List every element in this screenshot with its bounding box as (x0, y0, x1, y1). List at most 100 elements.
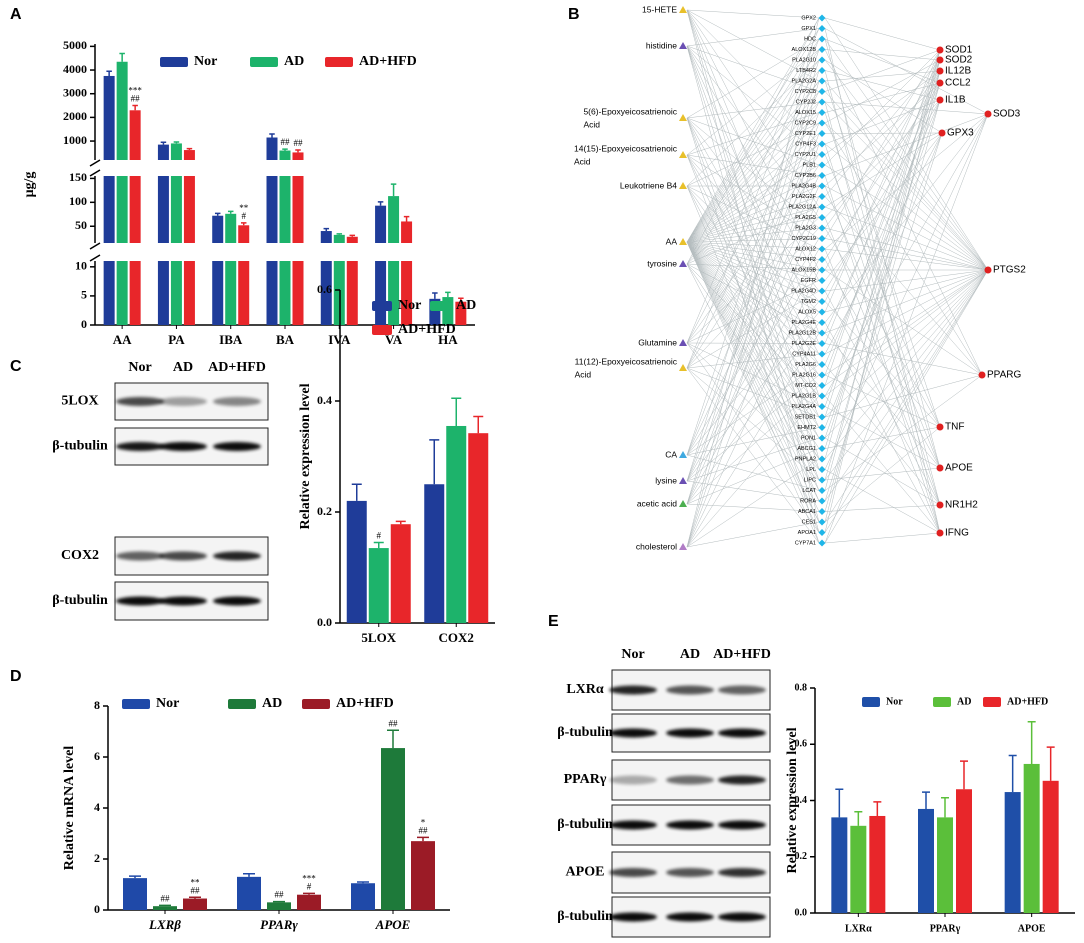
gene-label: HDC (804, 36, 816, 42)
blot-band (609, 820, 657, 830)
edge (686, 458, 820, 548)
edge (686, 175, 820, 243)
gene-label: CYP7A1 (795, 540, 816, 546)
edge (824, 269, 989, 481)
metabolite-node (679, 477, 687, 484)
gene-label: ALOX15 (795, 110, 816, 116)
edge (686, 503, 820, 512)
bar (375, 261, 387, 325)
blot-band (666, 820, 714, 830)
error-bar (417, 836, 429, 842)
edge (824, 132, 943, 281)
edge (824, 49, 941, 61)
edge (824, 49, 941, 313)
gene-node (818, 455, 826, 463)
edge (824, 504, 941, 512)
target-label: PTGS2 (993, 265, 1026, 276)
gene-node (818, 182, 826, 190)
gene-node (818, 445, 826, 452)
edge (686, 241, 820, 271)
y-axis-label: Relative expression level (785, 727, 800, 873)
gene-node (818, 98, 826, 106)
gene-node (818, 350, 826, 358)
bar (129, 110, 141, 160)
blot-band (718, 868, 766, 877)
target-node (936, 423, 944, 431)
target-label: SOD2 (945, 55, 973, 66)
bar (918, 808, 934, 913)
bar (320, 261, 332, 325)
x-tick-label: IBA (219, 332, 243, 347)
bar (850, 825, 867, 913)
edge (686, 164, 820, 369)
edge (686, 342, 820, 344)
bar (183, 176, 195, 243)
gene-node (818, 235, 826, 242)
x-tick-label: APOE (1018, 923, 1046, 934)
panel-label: E (548, 613, 559, 630)
y-tick-label: 0 (94, 902, 100, 916)
gene-node (818, 424, 826, 431)
edge (824, 343, 983, 376)
y-tick-label: 0.6 (795, 739, 808, 750)
edge (686, 259, 820, 505)
edge (686, 196, 820, 243)
edge (824, 248, 989, 271)
blot-band (116, 442, 164, 451)
edge (686, 38, 820, 119)
target-node (936, 464, 944, 472)
gene-node (818, 224, 826, 232)
blot-band (718, 912, 766, 922)
edge (686, 9, 820, 82)
legend-label: AD+HFD (1007, 696, 1048, 707)
significance-mark: ## (131, 94, 141, 104)
error-bar (323, 227, 330, 232)
edge (686, 154, 820, 491)
significance-mark: * (421, 817, 426, 827)
gene-node (818, 382, 826, 389)
x-tick-label: PA (168, 332, 185, 347)
y-tick-label: 6 (94, 749, 100, 763)
blot-band (718, 775, 766, 785)
bar (183, 150, 195, 160)
bar (279, 150, 291, 160)
error-bar (273, 900, 285, 903)
edge (686, 45, 820, 92)
edge (824, 269, 989, 292)
gene-node (818, 434, 826, 442)
gene-label: PLA2G4E (792, 320, 817, 326)
edge (686, 28, 820, 47)
edge (686, 154, 820, 239)
error-bar (269, 133, 275, 138)
panel-label: C (10, 358, 22, 375)
edge (824, 17, 989, 271)
legend-swatch (325, 57, 353, 67)
row-label: β-tubulin (52, 439, 108, 454)
edge (824, 70, 941, 155)
gene-label: PLA2G2F (792, 194, 817, 200)
edge (686, 263, 820, 523)
y-axis-label: Relative expression level (298, 383, 313, 529)
legend-label: AD (957, 696, 971, 707)
error-bar (106, 70, 112, 76)
edge (686, 521, 820, 548)
y-tick-label: 0 (81, 317, 87, 331)
gene-label: CYP4F2 (795, 257, 816, 263)
legend-label: AD+HFD (336, 696, 394, 711)
legend-swatch (228, 699, 256, 709)
error-bar (445, 291, 451, 298)
edge (824, 113, 989, 176)
gene-label: SETDB1 (795, 414, 816, 420)
metabolite-node (679, 451, 687, 458)
gene-label: MT-CO2 (795, 383, 816, 389)
blot-band (213, 551, 261, 561)
gene-node (818, 487, 826, 494)
gene-label: ALOX5 (798, 309, 816, 315)
error-bar (1046, 746, 1055, 781)
blot-band (609, 868, 657, 877)
legend-label: Nor (886, 696, 903, 707)
edge (686, 45, 820, 155)
metabolite-node (679, 543, 687, 550)
error-bar (387, 729, 399, 749)
edge (824, 364, 941, 506)
